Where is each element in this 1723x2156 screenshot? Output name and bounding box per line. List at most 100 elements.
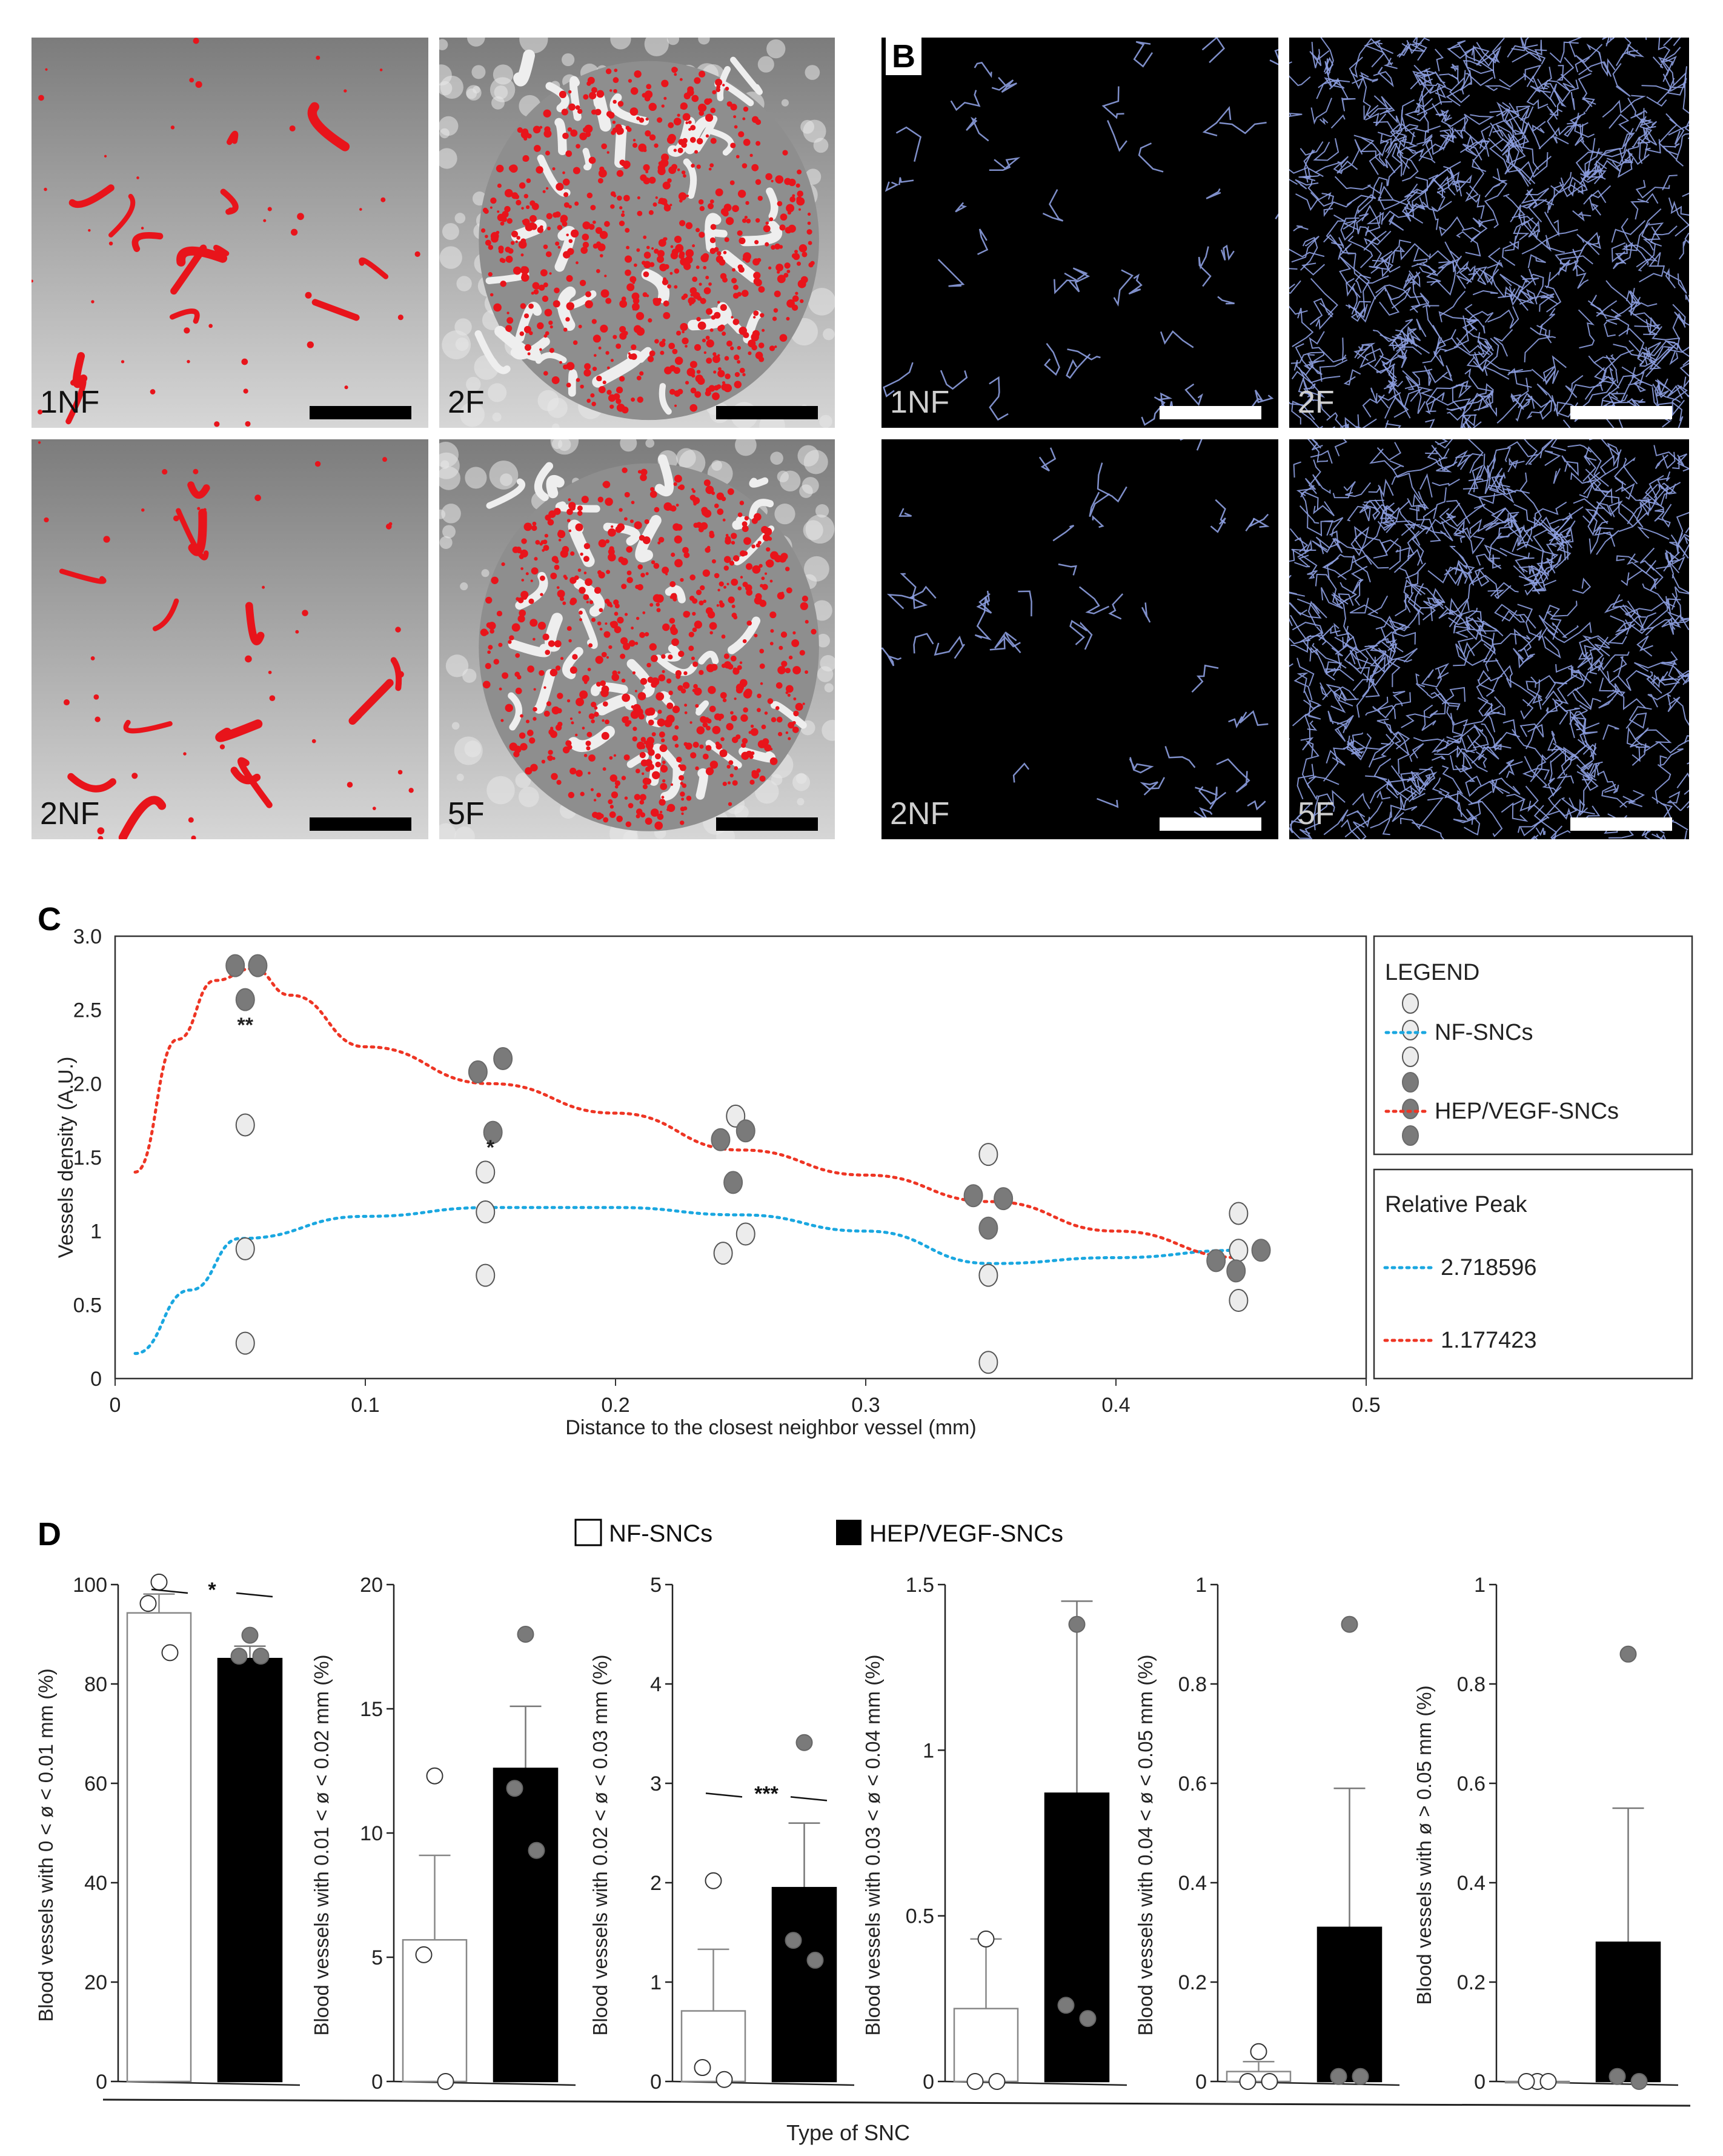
vessel-skeleton: [1625, 706, 1652, 729]
vessel-fragment: [90, 656, 95, 660]
vessel-fragment: [588, 156, 596, 164]
tissue-speckle: [779, 470, 801, 492]
vessel-skeleton: [1547, 108, 1563, 137]
vessel-skeleton: [1545, 528, 1565, 547]
vessel-skeleton: [1518, 576, 1556, 591]
vessel-skeleton: [1544, 211, 1559, 237]
vessel-skeleton: [1228, 716, 1243, 729]
vessel-skeleton: [1511, 38, 1529, 52]
vessel-fragment: [691, 488, 694, 491]
vessel-skeleton: [1672, 201, 1689, 244]
vessel-fragment: [744, 688, 752, 697]
vessel-skeleton: [1532, 679, 1543, 710]
vessel-skeleton: [1675, 224, 1689, 237]
vessel-fragment: [746, 589, 753, 596]
vessel-segment: [215, 719, 263, 742]
nf-point: [735, 1222, 755, 1246]
vessel-fragment: [793, 710, 799, 717]
vessel-skeleton: [1530, 830, 1571, 839]
tissue-speckle: [802, 477, 819, 494]
vessel-fragment: [549, 325, 553, 329]
vessel-skeleton: [1450, 327, 1476, 347]
vessel-skeleton: [1299, 822, 1321, 839]
vessel-skeleton: [1535, 827, 1546, 836]
vessel-skeleton: [1661, 671, 1689, 682]
vessel-fragment: [792, 295, 799, 302]
vessel-fragment: [617, 523, 625, 531]
vessel-fragment: [640, 737, 646, 742]
chart-c-vessel-density: 0 0.1 0.2 0.3 0.4 0.500.511.52.02.53.0Distanc…: [55, 925, 1693, 1439]
vessel-fragment: [532, 521, 537, 526]
vessel-fragment: [662, 760, 666, 764]
vessel-skeleton: [1449, 77, 1470, 104]
vessel-skeleton: [1438, 457, 1458, 471]
vessel-skeleton: [1289, 113, 1303, 118]
vessel-fragment: [733, 615, 738, 620]
vessel-skeleton: [934, 635, 965, 659]
vessel-fragment: [150, 389, 156, 394]
vessel-fragment: [705, 113, 714, 122]
vessel-fragment: [646, 737, 655, 745]
vessel-skeleton: [1577, 739, 1597, 756]
vessel-fragment: [516, 597, 520, 601]
vessel-skeleton: [1495, 124, 1539, 170]
vessel-skeleton: [1220, 244, 1235, 261]
vessel-skeleton: [1424, 125, 1441, 142]
hep-vegf-point: [978, 1216, 998, 1240]
vessel-skeleton: [1399, 567, 1424, 616]
vessel-fragment: [762, 738, 769, 745]
vessel-fragment: [619, 508, 623, 512]
hep-vegf-point: [963, 1184, 983, 1208]
vessel-fragment: [683, 552, 690, 559]
vessel-fragment: [785, 685, 794, 693]
vessel-fragment: [651, 732, 656, 737]
legend-marker: [1402, 993, 1419, 1014]
vessel-fragment: [625, 821, 632, 828]
vessel-skeleton: [1565, 374, 1584, 398]
vessel-fragment: [702, 753, 709, 760]
vessel-fragment: [591, 401, 596, 407]
vessel-skeleton: [1296, 774, 1313, 800]
vessel-fragment: [616, 398, 622, 404]
vessel-skeleton: [1441, 365, 1453, 382]
vessel-fragment: [521, 273, 525, 277]
vessel-skeleton: [1363, 230, 1387, 251]
vessel-skeleton: [1518, 213, 1534, 227]
vessel-skeleton: [1567, 444, 1592, 453]
panel-a-tile-1nf: 1NF: [32, 38, 428, 428]
vessel-skeleton: [1497, 471, 1530, 495]
significance-line: [151, 1588, 188, 1594]
tissue-vessel: [513, 49, 535, 87]
vessel-fragment: [559, 90, 567, 98]
vessel-fragment: [760, 599, 766, 605]
vessel-fragment: [539, 542, 543, 546]
vessel-fragment: [553, 300, 560, 308]
vessel-skeleton: [1453, 640, 1482, 667]
vessel-skeleton: [1361, 204, 1381, 236]
vessel-skeleton: [1372, 255, 1401, 273]
tissue-speckle: [441, 504, 461, 524]
vessel-fragment: [520, 714, 523, 718]
tissue-vessel: [730, 56, 763, 95]
vessel-fragment: [616, 343, 622, 349]
vessel-fragment: [565, 150, 573, 157]
vessel-fragment: [295, 630, 299, 634]
vessel-skeleton: [1427, 562, 1464, 584]
vessel-skeleton: [1439, 508, 1465, 535]
vessel-skeleton: [1658, 402, 1684, 428]
tissue-vessel: [659, 383, 672, 415]
vessel-fragment: [602, 719, 605, 722]
vessel-fragment: [598, 386, 606, 393]
vessel-skeleton: [1352, 554, 1389, 569]
vessel-skeleton: [1201, 38, 1226, 64]
vessel-skeleton: [1052, 525, 1075, 542]
vessel-fragment: [576, 378, 580, 382]
vessel-fragment: [676, 330, 682, 336]
vessel-skeleton: [1444, 339, 1493, 366]
vessel-fragment: [730, 533, 737, 539]
vessel-fragment: [640, 468, 648, 476]
vessel-fragment: [604, 221, 610, 227]
vessel-skeleton: [1579, 128, 1634, 158]
y-tick-label: 1: [1474, 1574, 1486, 1597]
vessel-skeleton: [1330, 114, 1346, 129]
